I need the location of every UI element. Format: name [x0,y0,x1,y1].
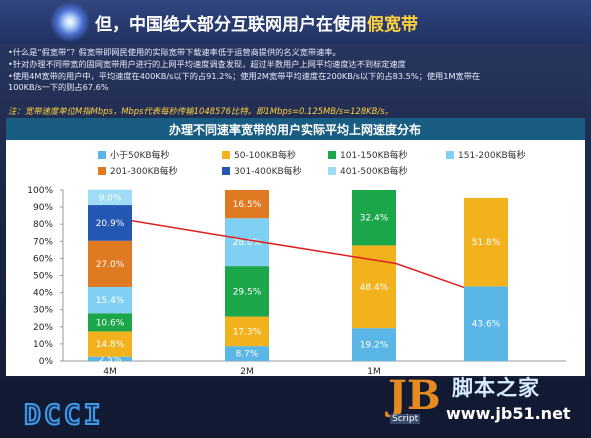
bar-segment [225,266,269,317]
title-prefix: 但，中国绝大部分互联网用户在使用 [95,15,367,35]
legend-label: 301-400KB每秒 [234,165,302,177]
legend-label: 201-300KB每秒 [110,165,178,177]
data-label: 27.0% [96,260,125,270]
x-tick-label: 4M [103,367,117,376]
legend-swatch [98,151,106,159]
watermark-url: www.jb51.net [446,404,571,423]
legend-swatch [446,151,454,159]
data-label: 28.0% [233,238,262,248]
y-tick-label: 50% [33,272,53,282]
legend: 小于50KB每秒 50-100KB每秒 101-150KB每秒 151-200KB每秒… [98,149,526,177]
chart-title: 办理不同速率宽带的用户实际平均上网速度分布 [169,122,421,137]
stacked-bar-chart: 办理不同速率宽带的用户实际平均上网速度分布 小于50KB每秒 50-100KB每秒… [6,118,585,377]
bar-segment [88,331,132,357]
legend-swatch [328,151,336,159]
slide-title: 但，中国绝大部分互联网用户在使用假宽带 [95,10,418,35]
x-tick-label: 1M [367,367,381,376]
legend-label: 401-500KB每秒 [340,165,408,177]
bar-segment [464,286,508,361]
trend-line [131,220,465,289]
legend-swatch [222,151,230,159]
glow-orb-icon [50,2,90,42]
bar-segment [88,240,132,287]
data-label: 14.8% [96,340,125,350]
y-tick-label: 60% [33,254,53,264]
x-axis: 4M 2M 1M [103,367,381,377]
y-tick-label: 90% [33,203,53,213]
bar-segment [88,356,132,361]
chart-panel: 办理不同速率宽带的用户实际平均上网速度分布 小于50KB每秒 50-100KB每秒… [6,118,585,377]
title-band [0,0,591,44]
data-label: 8.7% [236,350,259,360]
bar-segment [225,190,269,219]
legend-label: 50-100KB每秒 [234,149,296,161]
bar-segment [88,189,132,206]
data-label: 32.4% [360,214,389,224]
unit-note: 注：宽带速度单位M指Mbps，Mbps代表每秒传输1048576比特。即1Mbp… [8,106,393,116]
bullet-list: •什么是“假宽带”？假宽带即网民使用的实际宽带下载速率低于运营商提供的名义宽带速… [8,47,583,94]
data-label: 20.9% [96,219,125,229]
data-label: 10.6% [96,318,125,328]
bullet-item: •使用4M宽带的用户中，平均速度在400KB/s以下的占91.2%；使用2M宽带… [8,70,481,81]
bullet-item: •什么是“假宽带”？假宽带即网民使用的实际宽带下载速率低于运营商提供的名义宽带速… [8,47,341,57]
data-label: 2.5% [99,355,122,365]
bar-segment [225,346,269,361]
y-tick-label: 40% [33,289,53,299]
data-label: 17.3% [233,327,262,337]
legend-label: 101-150KB每秒 [340,149,408,161]
watermark-script: Script [390,414,421,424]
y-tick-label: 0% [39,357,54,367]
data-label: 29.5% [233,287,262,297]
bar-segment [88,286,132,314]
bar-segment [225,316,269,347]
watermark-mark: JB [388,372,441,419]
bar-segment [352,190,396,246]
legend-label: 小于50KB每秒 [110,149,170,161]
bars: 2.5% 14.8% 10.6% 15.4% 27.0% 20.9% 9.0% 8.7% 17.… [88,189,508,365]
data-label: 48.4% [360,283,389,293]
bar-segment [88,205,132,241]
legend-swatch [328,167,336,175]
data-label: 19.2% [360,341,389,351]
legend-swatch [98,167,106,175]
watermark-cn: 脚本之家 [452,376,540,400]
footer-bar [0,378,591,438]
data-label: 16.5% [233,200,262,210]
title-highlight: 假宽带 [367,15,418,35]
bullet-item: 100KB/s一下的则占67.6% [8,82,109,93]
y-tick-label: 100% [27,186,53,196]
y-tick-label: 20% [33,323,53,333]
data-label: 51.8% [472,238,501,248]
chart-title-band [6,118,585,140]
bar-segment [352,328,396,361]
x-tick-label: 2M [240,367,254,376]
bar-segment [352,245,396,329]
y-tick-label: 80% [33,220,53,230]
legend-swatch [222,167,230,175]
legend-label: 151-200KB每秒 [458,149,526,161]
data-label: 9.0% [99,193,122,203]
y-tick-label: 10% [33,340,53,350]
bar-segment [464,197,508,287]
data-label: 15.4% [96,296,125,306]
dcci-logo: DCCI [23,397,104,432]
bullet-item: •针对办理不同带宽的固网宽带用户进行的上网平均速度调查发现，超过半数用户上网平均… [8,58,406,69]
trend-polyline [131,220,465,289]
data-label: 43.6% [472,320,501,330]
y-tick-label: 70% [33,237,53,247]
bar-segment [88,313,132,332]
y-tick-label: 30% [33,306,53,316]
